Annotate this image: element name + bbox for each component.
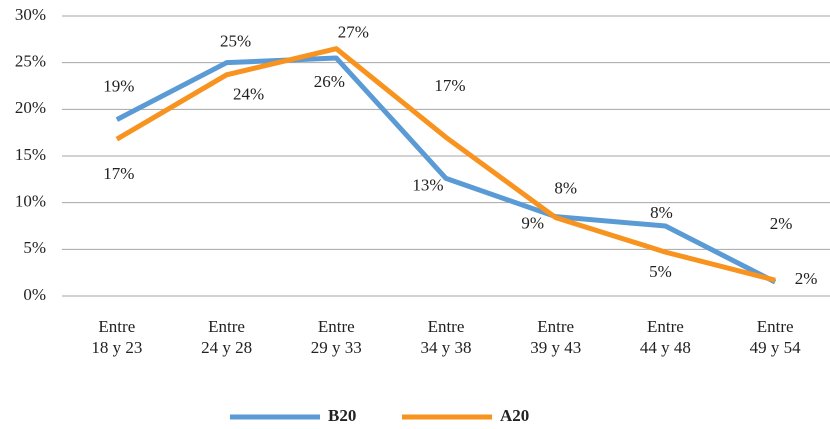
y-tick-label: 10% [15, 192, 46, 211]
y-tick-label: 30% [15, 5, 46, 24]
x-tick-label: Entre 29 y 33 [310, 317, 362, 357]
data-label: 17% [103, 164, 134, 183]
data-label: 24% [233, 85, 264, 104]
y-tick-label: 0% [23, 285, 46, 304]
x-tick-label: Entre 44 y 48 [639, 317, 691, 357]
series-line [115, 46, 776, 283]
x-tick-label: Entre 34 y 38 [420, 317, 472, 357]
data-label: 13% [412, 175, 443, 194]
data-label: 25% [220, 32, 251, 51]
data-label: 2% [770, 214, 793, 233]
data-label: 8% [554, 179, 577, 198]
y-tick-label: 5% [23, 238, 46, 257]
y-tick-label: 25% [15, 52, 46, 71]
y-tick-label: 15% [15, 145, 46, 164]
legend-label: A20 [500, 406, 529, 425]
x-tick-label: Entre 39 y 43 [530, 317, 582, 357]
y-tick-label: 20% [15, 98, 46, 117]
data-label: 27% [338, 23, 369, 42]
data-label: 2% [795, 269, 818, 288]
data-label: 5% [649, 262, 672, 281]
data-label: 8% [650, 203, 673, 222]
data-label: 17% [434, 76, 465, 95]
data-label: 26% [314, 72, 345, 91]
data-label: 9% [521, 214, 544, 233]
x-tick-label: Entre 18 y 23 [91, 317, 143, 357]
x-tick-label: Entre 24 y 28 [201, 317, 253, 357]
x-tick-label: Entre 49 y 54 [749, 317, 801, 357]
data-label: 19% [103, 77, 134, 96]
series-line [115, 55, 777, 285]
legend-label: B20 [328, 406, 356, 425]
